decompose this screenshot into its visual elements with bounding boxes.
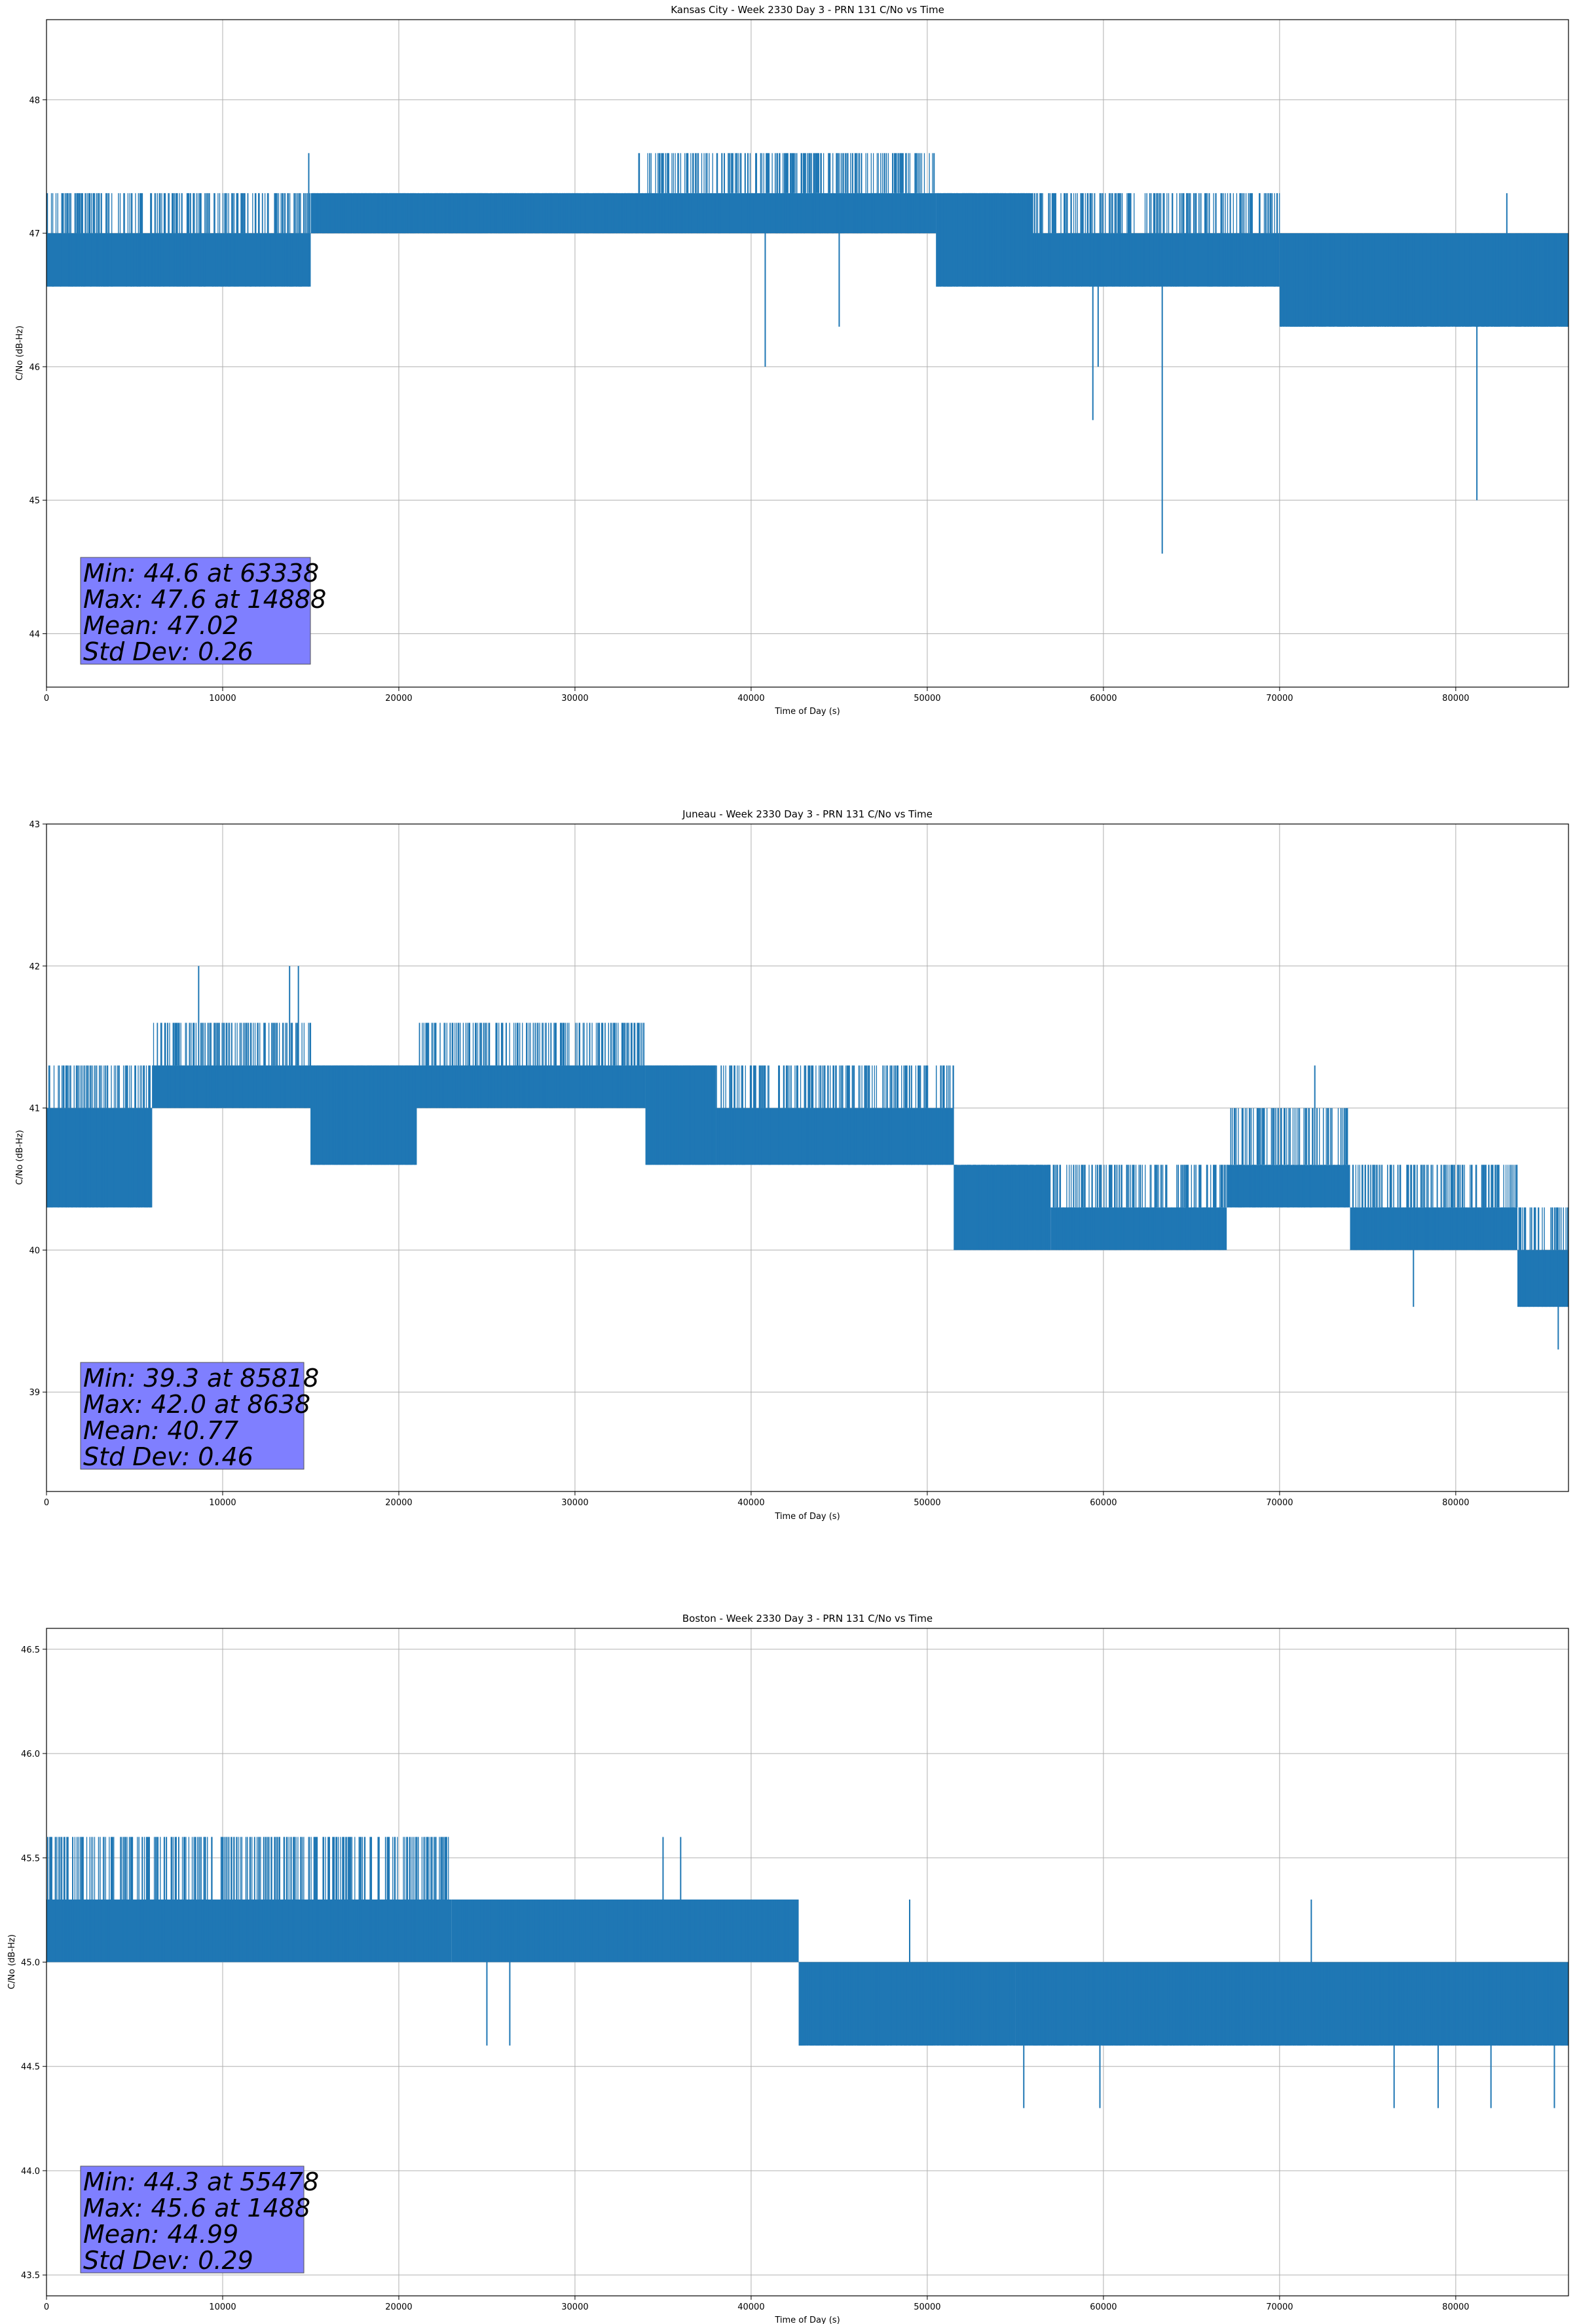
signal-band [1350,1207,1517,1250]
plot-frame [46,19,1569,688]
stats-line-max: Max: 42.0 at 8638 [83,1390,310,1419]
stats-line-std: Std Dev: 0.29 [83,2246,253,2275]
x-tick-label: 70000 [1266,694,1293,703]
stats-line-std: Std Dev: 0.46 [83,1442,253,1471]
y-tick-label: 41 [29,1104,40,1114]
series-group [46,965,1568,1350]
y-tick-label: 46 [29,363,40,373]
signal-band [637,193,937,234]
plot-area [46,965,1568,1350]
x-tick-label: 10000 [209,694,236,703]
y-tick-label: 40 [29,1246,40,1256]
stats-line-min: Min: 44.6 at 63338 [83,559,319,588]
plot-area [46,153,1568,554]
chart-title: Boston - Week 2330 Day 3 - PRN 131 C/No … [682,1613,933,1624]
stats-box [80,2165,305,2274]
y-tick-label: 39 [29,1388,40,1398]
x-tick-label: 0 [44,694,49,703]
signal-band [46,1108,153,1208]
signal-band [152,1065,311,1108]
y-tick-label: 48 [29,96,40,105]
y-tick-label: 45.0 [21,1959,40,1968]
y-tick-label: 44.0 [21,2167,40,2177]
x-tick-label: 0 [44,2302,49,2312]
stats-line-mean: Mean: 44.99 [83,2220,238,2249]
x-tick-label: 80000 [1442,694,1469,703]
x-tick-label: 40000 [737,1498,764,1508]
x-tick-label: 60000 [1090,2302,1117,2312]
stats-line-min: Min: 44.3 at 55478 [83,2167,319,2196]
x-tick-label: 50000 [914,1498,940,1508]
chart-panel-juneau: Juneau - Week 2330 Day 3 - PRN 131 C/No … [15,808,1569,1522]
stats-box [80,1362,305,1470]
chart-panel-kansas-city: Kansas City - Week 2330 Day 3 - PRN 131 … [15,4,1569,717]
tick-labels: 0 10000 20000 30000 40000 50000 60000 70000 8000… [29,96,1469,703]
tick-labels: 0 10000 20000 30000 40000 50000 60000 70000 8000… [29,820,1469,1508]
x-axis-label: Time of Day (s) [774,1512,840,1522]
x-tick-label: 50000 [914,694,940,703]
y-axis-label: C/No (dB-Hz) [15,326,25,381]
tick-labels: 0 10000 20000 30000 40000 50000 60000 70000 8000… [21,1645,1469,2312]
x-tick-label: 40000 [737,2302,764,2312]
stats-annotation: Min: 44.6 at 63338 Max: 47.6 at 14888 Me… [80,557,326,666]
x-tick-label: 30000 [561,2302,588,2312]
y-tick-label: 45.5 [21,1854,40,1864]
stats-line-min: Min: 39.3 at 85818 [83,1364,319,1393]
y-tick-label: 43 [29,820,40,830]
chart-title: Juneau - Week 2330 Day 3 - PRN 131 C/No … [682,808,933,820]
stats-line-max: Max: 47.6 at 14888 [83,585,326,614]
plot-frame [46,823,1569,1492]
x-tick-label: 20000 [385,1498,412,1508]
stats-line-mean: Mean: 40.77 [83,1416,238,1445]
y-tick-label: 47 [29,229,40,239]
stats-annotation: Min: 44.3 at 55478 Max: 45.6 at 1488 Mea… [80,2165,319,2275]
x-tick-label: 60000 [1090,694,1117,703]
y-axis-label: C/No (dB-Hz) [7,1934,17,1989]
stats-line-std: Std Dev: 0.26 [83,637,253,666]
stats-box [80,557,311,665]
x-tick-label: 20000 [385,694,412,703]
y-tick-label: 44 [29,629,40,639]
y-tick-label: 43.5 [21,2271,40,2281]
x-tick-label: 0 [44,1498,49,1508]
x-tick-label: 30000 [561,1498,588,1508]
stats-annotation: Min: 39.3 at 85818 Max: 42.0 at 8638 Mea… [80,1362,319,1471]
chart-panel-boston: Boston - Week 2330 Day 3 - PRN 131 C/No … [7,1613,1569,2324]
x-tick-label: 40000 [737,694,764,703]
y-tick-label: 46.5 [21,1645,40,1655]
x-tick-label: 20000 [385,2302,412,2312]
signal-flicker [46,153,1568,327]
x-tick-label: 30000 [561,694,588,703]
stats-line-mean: Mean: 47.02 [83,611,238,640]
x-tick-label: 80000 [1442,2302,1469,2312]
y-tick-label: 46.0 [21,1750,40,1759]
x-axis-label: Time of Day (s) [774,2315,840,2324]
series-group [46,1837,1568,2108]
x-tick-label: 70000 [1266,1498,1293,1508]
x-tick-label: 60000 [1090,1498,1117,1508]
y-tick-label: 44.5 [21,2063,40,2072]
chart-title: Kansas City - Week 2330 Day 3 - PRN 131 … [671,4,944,16]
y-tick-label: 42 [29,962,40,972]
x-tick-label: 10000 [209,1498,236,1508]
signal-band [46,1899,179,1962]
x-tick-label: 10000 [209,2302,236,2312]
x-tick-label: 70000 [1266,2302,1293,2312]
x-tick-label: 80000 [1442,1498,1469,1508]
y-tick-label: 45 [29,497,40,506]
signal-flicker [46,1022,1568,1307]
plot-area [46,1837,1568,2108]
series-group [46,153,1568,554]
stats-line-max: Max: 45.6 at 1488 [83,2194,310,2222]
y-axis-label: C/No (dB-Hz) [15,1130,25,1185]
x-tick-label: 50000 [914,2302,940,2312]
x-axis-label: Time of Day (s) [774,707,840,717]
signal-flicker [46,1837,1568,2046]
